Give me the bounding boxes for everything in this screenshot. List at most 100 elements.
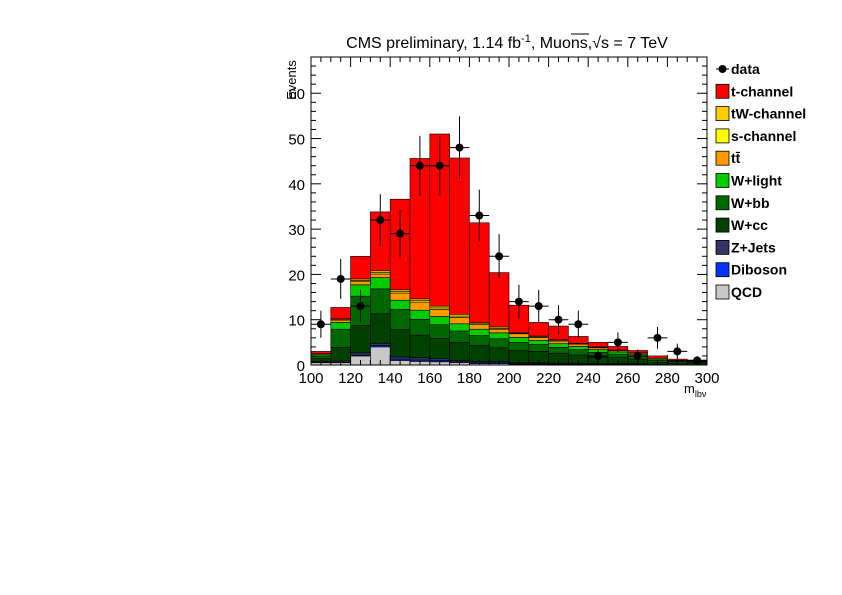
bar-tt bbox=[488, 328, 510, 334]
legend-entry-tt: tt̄ bbox=[715, 150, 741, 166]
y-tick-label: 30 bbox=[288, 222, 305, 239]
x-axis-label-main: m bbox=[684, 381, 695, 396]
data-point bbox=[509, 284, 529, 319]
title-post: = 7 TeV bbox=[609, 35, 668, 52]
data-point bbox=[528, 289, 549, 323]
data-marker bbox=[356, 302, 365, 311]
legend-entry-tw-channel: tW-channel bbox=[715, 106, 806, 122]
bar-tt bbox=[389, 292, 411, 301]
bar-tt bbox=[409, 301, 431, 311]
bar-w-bb bbox=[449, 330, 470, 343]
data-point bbox=[449, 116, 470, 179]
bar-t-channel bbox=[350, 255, 371, 280]
legend-label: W+light bbox=[731, 173, 782, 189]
data-marker bbox=[495, 252, 504, 261]
bar-t-channel bbox=[587, 342, 609, 348]
y-tick-label: 20 bbox=[288, 267, 305, 284]
legend-entry-w-cc: W+cc bbox=[715, 217, 768, 233]
bar-w-cc bbox=[488, 347, 510, 362]
series-t-channel bbox=[310, 133, 708, 362]
data-point bbox=[568, 310, 589, 338]
data-point bbox=[667, 343, 688, 360]
data-marker bbox=[415, 161, 424, 170]
x-axis-label-sub: lbν bbox=[695, 389, 707, 399]
legend-entry-w-light: W+light bbox=[715, 173, 782, 189]
data-point bbox=[429, 135, 450, 196]
bar-w-light bbox=[429, 316, 450, 325]
bar-w-light bbox=[548, 343, 569, 348]
legend-entry-s-channel: s-channel bbox=[715, 128, 796, 144]
data-point bbox=[608, 332, 628, 353]
data-marker bbox=[396, 229, 405, 238]
legend-swatch bbox=[715, 195, 730, 211]
legend-label: tt̄ bbox=[731, 150, 741, 166]
y-tick-label: 40 bbox=[288, 177, 305, 194]
bar-z-jets bbox=[389, 356, 411, 360]
x-tick-label: 220 bbox=[536, 370, 561, 387]
legend-swatch bbox=[715, 239, 730, 255]
bar-w-bb bbox=[469, 335, 490, 346]
bar-tt bbox=[330, 319, 351, 323]
legend-marker bbox=[718, 65, 727, 73]
data-point bbox=[390, 209, 410, 259]
legend-label: W+bb bbox=[731, 195, 770, 211]
data-marker bbox=[435, 161, 444, 170]
legend: data t-channel tW-channel s-channel tt̄ W+lig… bbox=[715, 61, 806, 300]
bar-z-jets bbox=[370, 342, 391, 346]
y-tick-label: 50 bbox=[288, 132, 305, 149]
bar-w-light bbox=[568, 346, 589, 350]
chart-title-text: CMS preliminary, 1.14 fb-1, Muons,√s = 7… bbox=[346, 33, 668, 52]
bar-tt bbox=[508, 333, 530, 338]
legend-entry-w-bb: W+bb bbox=[715, 195, 770, 211]
bar-tt bbox=[429, 308, 450, 317]
bar-w-cc bbox=[370, 313, 391, 344]
bar-tt bbox=[528, 337, 549, 341]
data-point bbox=[647, 326, 668, 349]
bar-w-bb bbox=[370, 288, 391, 315]
legend-label: tW-channel bbox=[731, 106, 806, 122]
y-tick-label: 60 bbox=[288, 86, 305, 103]
title-pre: CMS preliminary, 1.14 fb bbox=[346, 35, 521, 52]
x-tick-label: 140 bbox=[378, 370, 403, 387]
data-marker bbox=[673, 347, 682, 356]
data-marker bbox=[336, 274, 345, 283]
bar-w-bb bbox=[607, 353, 629, 359]
bar-tt bbox=[568, 343, 589, 347]
x-axis-label: mlbν bbox=[684, 381, 707, 399]
bar-w-bb bbox=[508, 342, 530, 351]
data-marker bbox=[574, 320, 583, 329]
x-tick-label: 240 bbox=[576, 370, 601, 387]
x-tick-label: 120 bbox=[338, 370, 363, 387]
bar-t-channel bbox=[528, 322, 549, 337]
data-marker bbox=[594, 351, 603, 360]
x-tick-label: 180 bbox=[457, 370, 482, 387]
x-tick-label: 100 bbox=[298, 370, 323, 387]
legend-label: s-channel bbox=[731, 128, 796, 144]
axes: 100 120 140 160 180 200 220 240 260 280 300 0 10 20 30… bbox=[288, 56, 720, 387]
data-marker bbox=[455, 143, 464, 152]
x-tick-label: 200 bbox=[496, 370, 521, 387]
data-marker bbox=[653, 333, 662, 342]
legend-swatch bbox=[715, 128, 730, 144]
legend-swatch bbox=[715, 106, 730, 121]
bar-z-jets bbox=[350, 352, 371, 356]
legend-swatch bbox=[715, 173, 730, 188]
data-point bbox=[330, 259, 351, 299]
data-point bbox=[350, 289, 371, 323]
bar-z-jets bbox=[409, 357, 431, 361]
data-points bbox=[311, 116, 707, 365]
chart-title: CMS preliminary, 1.14 fb-1, Muons,√s = 7… bbox=[346, 33, 668, 52]
bar-w-bb bbox=[488, 338, 510, 349]
legend-swatch bbox=[715, 83, 730, 99]
data-marker bbox=[514, 297, 523, 306]
bar-w-cc bbox=[389, 329, 411, 358]
legend-entry-qcd: QCD bbox=[715, 284, 762, 300]
bar-w-cc bbox=[409, 334, 431, 359]
bar-t-channel bbox=[310, 351, 332, 354]
bar-t-channel bbox=[330, 307, 351, 320]
y-axis-label: Events bbox=[284, 60, 299, 100]
legend-label: t-channel bbox=[731, 83, 793, 99]
bar-w-light bbox=[370, 277, 391, 290]
data-point bbox=[370, 194, 391, 246]
legend-label: QCD bbox=[731, 284, 762, 300]
